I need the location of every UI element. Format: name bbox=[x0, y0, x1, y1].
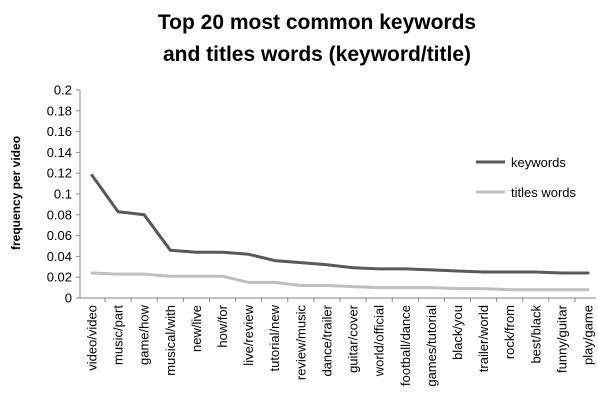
x-tick-label: games/tutorial bbox=[424, 305, 439, 387]
x-tick-label: tutorial/new bbox=[267, 304, 282, 371]
axes: 0 0.02 0.04 0.06 0.08 0.1 0.12 0.14 0.16 0.18 0.2 v… bbox=[47, 83, 596, 387]
y-tick-label: 0.1 bbox=[54, 187, 72, 202]
y-tick-label: 0.06 bbox=[47, 228, 72, 243]
chart-title-line-1: Top 20 most common keywords bbox=[158, 11, 476, 34]
y-tick-label: 0.02 bbox=[47, 270, 72, 285]
y-tick-label: 0.08 bbox=[47, 207, 72, 222]
x-tick-label: game/how bbox=[137, 304, 152, 365]
y-tick-label: 0 bbox=[65, 291, 72, 306]
x-tick-label: black/you bbox=[450, 305, 465, 360]
x-tick-label: new/live bbox=[189, 305, 204, 352]
x-tick-label: trailer/world bbox=[476, 305, 491, 372]
series-line-keywords bbox=[90, 173, 590, 275]
x-tick-label: best/black bbox=[528, 305, 543, 364]
chart-title-line-2: and titles words (keyword/title) bbox=[163, 43, 471, 66]
y-tick-label: 0.14 bbox=[47, 145, 72, 160]
y-tick-label: 0.16 bbox=[47, 124, 72, 139]
legend-label: keywords bbox=[511, 155, 566, 170]
x-tick-label: musical/with bbox=[163, 305, 178, 376]
x-tick-label: funny/guitar bbox=[554, 304, 569, 373]
y-tick-label: 0.04 bbox=[47, 249, 72, 264]
x-tick-label: rock/from bbox=[502, 305, 517, 359]
x-tick-label: play/game bbox=[581, 305, 596, 365]
x-tick-label: live/review bbox=[241, 304, 256, 365]
x-tick-label: football/dance bbox=[398, 305, 413, 386]
series-layer bbox=[90, 173, 590, 292]
x-tick-label: how/for bbox=[215, 304, 230, 347]
y-tick-label: 0.18 bbox=[47, 103, 72, 118]
x-tick-label: world/official bbox=[372, 305, 387, 377]
y-axis-label: frequency per video bbox=[9, 136, 23, 250]
x-tick-label: dance/trailer bbox=[319, 304, 334, 376]
x-tick-label: video/video bbox=[85, 305, 100, 371]
series-line-titles-words bbox=[90, 271, 590, 292]
legend: keywords titles words bbox=[476, 155, 577, 200]
y-tick-label: 0.2 bbox=[54, 83, 72, 98]
legend-label: titles words bbox=[511, 185, 577, 200]
x-tick-label: review/music bbox=[293, 305, 308, 381]
x-tick-label: guitar/cover bbox=[346, 304, 361, 373]
x-tick-label: music/part bbox=[111, 305, 126, 365]
y-tick-label: 0.12 bbox=[47, 166, 72, 181]
